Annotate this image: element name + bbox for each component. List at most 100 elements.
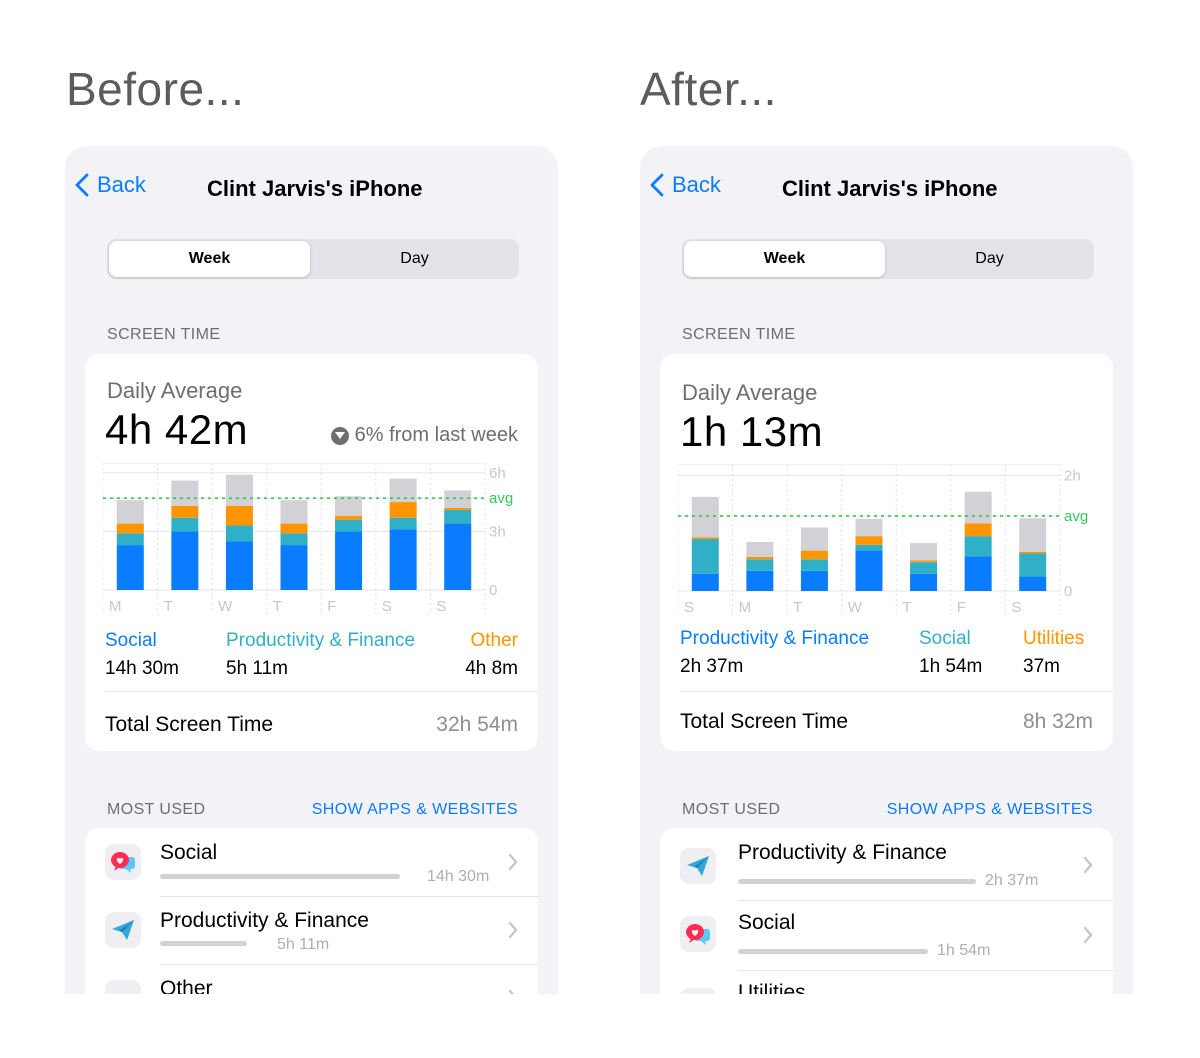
legend-item: Other 4h 8m <box>465 630 518 680</box>
y-tick-label: avg <box>1064 508 1088 525</box>
period-segmented-control: Week Day <box>682 239 1094 279</box>
x-tick-label: T <box>793 599 802 616</box>
bar-segment <box>389 517 417 530</box>
segment-day[interactable]: Day <box>400 250 429 267</box>
legend-name: Productivity & Finance <box>226 630 416 651</box>
app-name: Productivity & Finance <box>160 909 369 932</box>
bar-segment <box>389 502 417 518</box>
bar-segment <box>746 556 774 560</box>
daily-average-label: Daily Average <box>682 380 818 405</box>
legend-value: 37m <box>1023 656 1060 677</box>
back-button[interactable]: Back <box>650 172 721 198</box>
list-item[interactable]: Other <box>85 964 538 994</box>
bar-segment <box>280 523 308 534</box>
legend-name: Productivity & Finance <box>680 628 870 649</box>
x-tick-label: M <box>739 599 752 616</box>
show-apps-websites-link[interactable]: SHOW APPS & WEBSITES <box>886 801 1093 818</box>
usage-bar <box>738 879 976 884</box>
bar-segment <box>964 556 992 591</box>
change-text: 6% from last week <box>354 424 518 446</box>
list-item[interactable]: Social 1h 54m <box>660 900 1113 970</box>
screen-time-card[interactable]: Daily Average 1h 13m S M T W T F S 2h avg 0 Produ… <box>660 354 1113 751</box>
x-tick-label: T <box>902 599 911 616</box>
y-tick-label: avg <box>489 490 513 507</box>
legend-value: 4h 8m <box>465 658 518 679</box>
divider <box>680 691 1113 692</box>
chevron-right-icon <box>508 921 518 939</box>
bar-segment <box>800 527 828 551</box>
show-apps-websites-link[interactable]: SHOW APPS & WEBSITES <box>311 801 518 818</box>
bar-segment <box>280 533 308 546</box>
most-used-list: Productivity & Finance 2h 37m Social 1h … <box>660 828 1113 994</box>
bar-segment <box>1019 553 1047 577</box>
bar-segment <box>335 496 363 516</box>
bar-segment <box>910 560 938 563</box>
usage-bar <box>160 874 400 879</box>
legend-value: 14h 30m <box>105 658 179 679</box>
screen-time-card[interactable]: Daily Average 4h 42m 6% from last week M… <box>85 354 538 751</box>
bar-segment <box>1019 551 1047 554</box>
bar-segment <box>444 509 472 524</box>
bar-segment <box>691 496 719 538</box>
bar-segment <box>964 536 992 557</box>
navigation-bar: Back Clint Jarvis's iPhone <box>640 146 1133 232</box>
segment-week[interactable]: Week <box>684 241 885 277</box>
navigation-bar: Back Clint Jarvis's iPhone <box>65 146 558 232</box>
down-arrow-icon <box>330 426 349 445</box>
list-item[interactable]: Productivity & Finance 5h 11m <box>85 896 538 964</box>
x-tick-label: W <box>848 599 863 616</box>
bar-segment <box>444 523 472 590</box>
bar-segment <box>691 573 719 591</box>
x-tick-label: S <box>436 598 446 615</box>
bar-segment <box>1019 576 1047 591</box>
bar-segment <box>910 573 938 591</box>
segment-day[interactable]: Day <box>975 250 1004 267</box>
back-button[interactable]: Back <box>75 172 146 198</box>
x-tick-label: T <box>164 598 173 615</box>
chevron-right-icon <box>1083 856 1093 874</box>
bar-segment <box>116 500 144 524</box>
x-tick-label: S <box>382 598 392 615</box>
divider <box>738 970 1113 971</box>
back-label: Back <box>97 172 146 197</box>
x-tick-label: W <box>218 598 233 615</box>
bar-segment <box>444 490 472 508</box>
legend-name: Utilities <box>1023 628 1085 649</box>
bar-segment <box>444 507 472 510</box>
legend-name: Social <box>919 628 971 649</box>
chat-bubbles-icon <box>105 844 141 880</box>
legend-item: Utilities 37m <box>1023 628 1084 678</box>
legend-item: Productivity & Finance 2h 37m <box>680 628 869 678</box>
total-screen-time-value: 32h 54m <box>436 713 518 736</box>
segment-week[interactable]: Week <box>109 241 310 277</box>
usage-time: 2h 37m <box>985 872 1039 889</box>
paper-plane-icon <box>105 912 141 948</box>
chevron-right-icon <box>1083 926 1093 944</box>
app-name: Other <box>160 977 213 994</box>
x-tick-label: T <box>273 598 282 615</box>
bar-segment <box>280 500 308 524</box>
usage-time: 14h 30m <box>427 868 490 885</box>
y-tick-label: 3h <box>489 523 506 540</box>
list-item[interactable]: Productivity & Finance 2h 37m <box>660 828 1113 900</box>
app-name: Social <box>160 841 218 864</box>
before-screen: Back Clint Jarvis's iPhone Week Day SCRE… <box>65 146 558 994</box>
screen-time-header: SCREEN TIME <box>107 326 221 343</box>
usage-bar <box>738 949 928 954</box>
category-legend: Social 14h 30m Productivity & Finance 5h… <box>85 630 538 686</box>
total-screen-time-label: Total Screen Time <box>105 713 274 736</box>
bar-segment <box>1019 518 1047 552</box>
bar-segment <box>335 531 363 590</box>
divider <box>160 964 538 965</box>
app-name: Social <box>738 911 796 934</box>
chevron-right-icon <box>508 853 518 871</box>
list-item[interactable]: Social 14h 30m <box>85 828 538 896</box>
usage-bar <box>160 941 247 946</box>
divider <box>738 900 1113 901</box>
bar-segment <box>691 537 719 540</box>
list-item[interactable]: Utilities <box>660 970 1113 994</box>
utilities-icon <box>680 988 716 994</box>
x-tick-label: F <box>957 599 966 616</box>
total-screen-time-value: 8h 32m <box>1022 710 1093 733</box>
x-tick-label: F <box>327 598 336 615</box>
